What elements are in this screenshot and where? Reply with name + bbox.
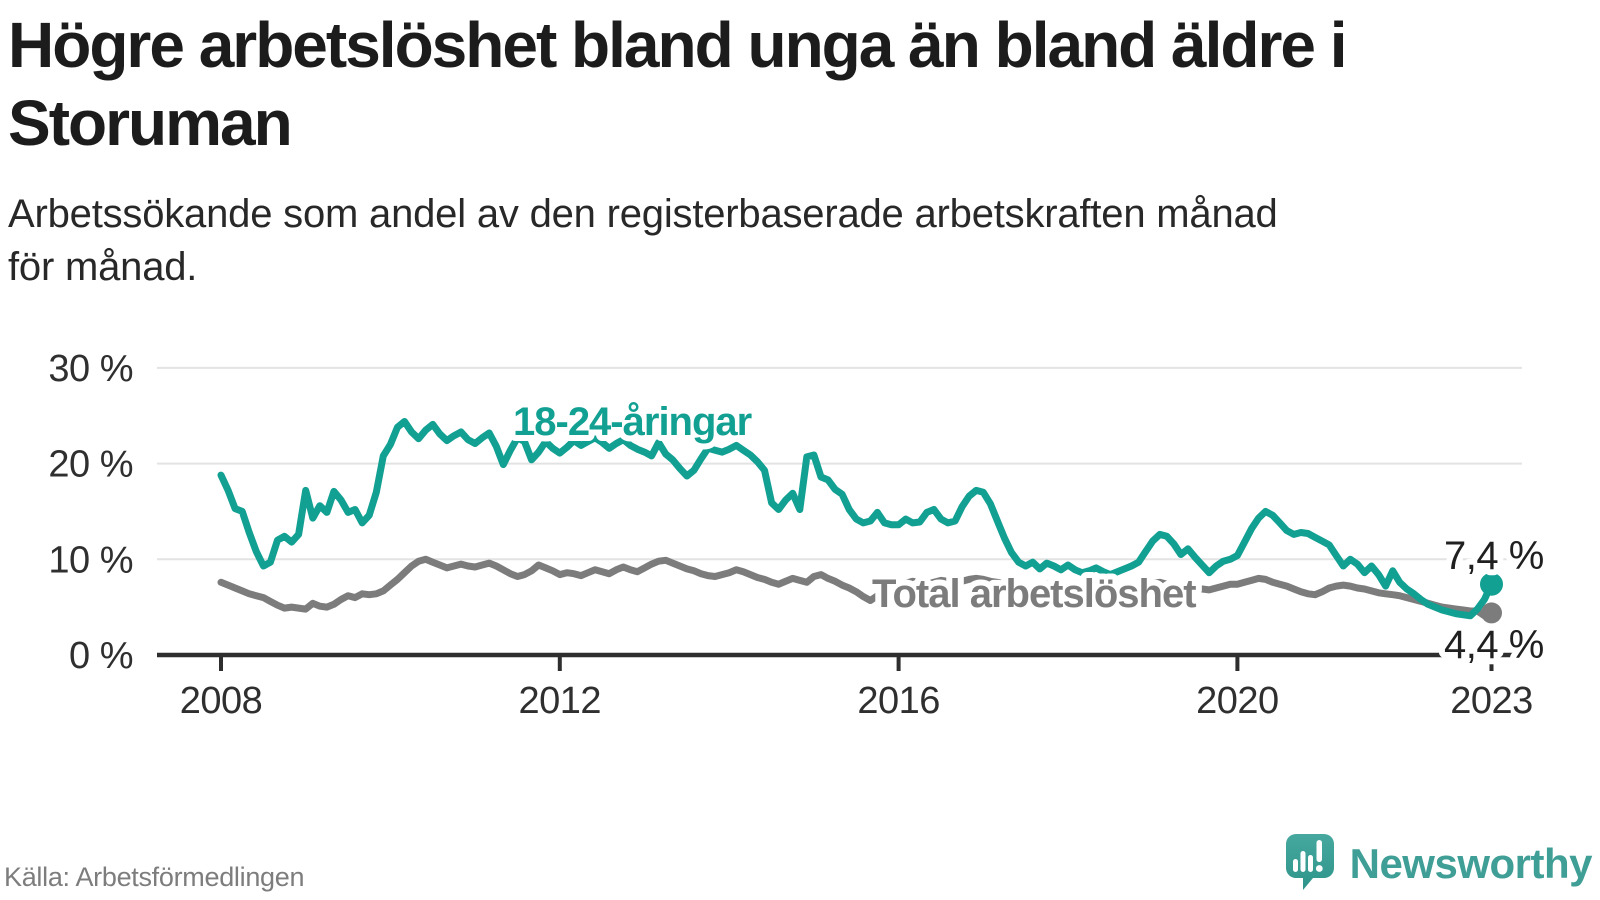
x-tick-label-2008: 2008 bbox=[180, 680, 263, 722]
x-tick-label-2012: 2012 bbox=[519, 680, 602, 722]
series-label-total: Total arbetslöshet bbox=[872, 572, 1196, 616]
y-tick-label-0: 0 % bbox=[69, 635, 133, 677]
subtitle-line-2: för månad. bbox=[8, 245, 198, 289]
x-tick-label-2020: 2020 bbox=[1196, 680, 1279, 722]
x-tick-label-2016: 2016 bbox=[857, 680, 940, 722]
series-line-total bbox=[217, 555, 1495, 620]
y-tick-label-10: 10 % bbox=[48, 539, 133, 581]
title-line-1: Högre arbetslöshet bland unga än bland ä… bbox=[8, 9, 1348, 81]
series-line-youth bbox=[217, 418, 1495, 620]
exclamation-dot-icon bbox=[1315, 865, 1323, 872]
bar-icon-tall bbox=[1300, 851, 1306, 872]
x-tick-label-2023: 2023 bbox=[1450, 680, 1533, 722]
source-note: Källa: Arbetsförmedlingen bbox=[4, 862, 305, 892]
title-line-2: Storuman bbox=[8, 87, 293, 159]
line-chart: 0 % 10 % 20 % 30 % 2008 2012 2016 2020 2023 18-24… bbox=[48, 348, 1550, 722]
subtitle-line-1: Arbetssökande som andel av den registerb… bbox=[8, 192, 1278, 236]
series-end-dot-total bbox=[1481, 602, 1502, 624]
bar-icon-small bbox=[1292, 859, 1298, 872]
series-label-youth: 18-24-åringar bbox=[513, 400, 752, 444]
series-end-dot-youth bbox=[1480, 572, 1503, 596]
newsworthy-wordmark: Newsworthy bbox=[1349, 840, 1593, 887]
exclamation-bar-icon bbox=[1316, 840, 1322, 862]
end-value-label-total: 4,4 % bbox=[1444, 623, 1544, 667]
end-value-label-youth: 7,4 % bbox=[1444, 534, 1544, 578]
bar-icon-medium bbox=[1307, 855, 1313, 872]
page-title: Högre arbetslöshet bland unga än bland ä… bbox=[8, 6, 1568, 162]
page-subtitle: Arbetssökande som andel av den registerb… bbox=[8, 188, 1568, 294]
newsworthy-bubble-icon bbox=[1285, 834, 1334, 890]
y-tick-label-30: 30 % bbox=[48, 348, 133, 390]
newsworthy-logo: Newsworthy bbox=[1285, 834, 1593, 894]
y-tick-label-20: 20 % bbox=[48, 444, 133, 486]
